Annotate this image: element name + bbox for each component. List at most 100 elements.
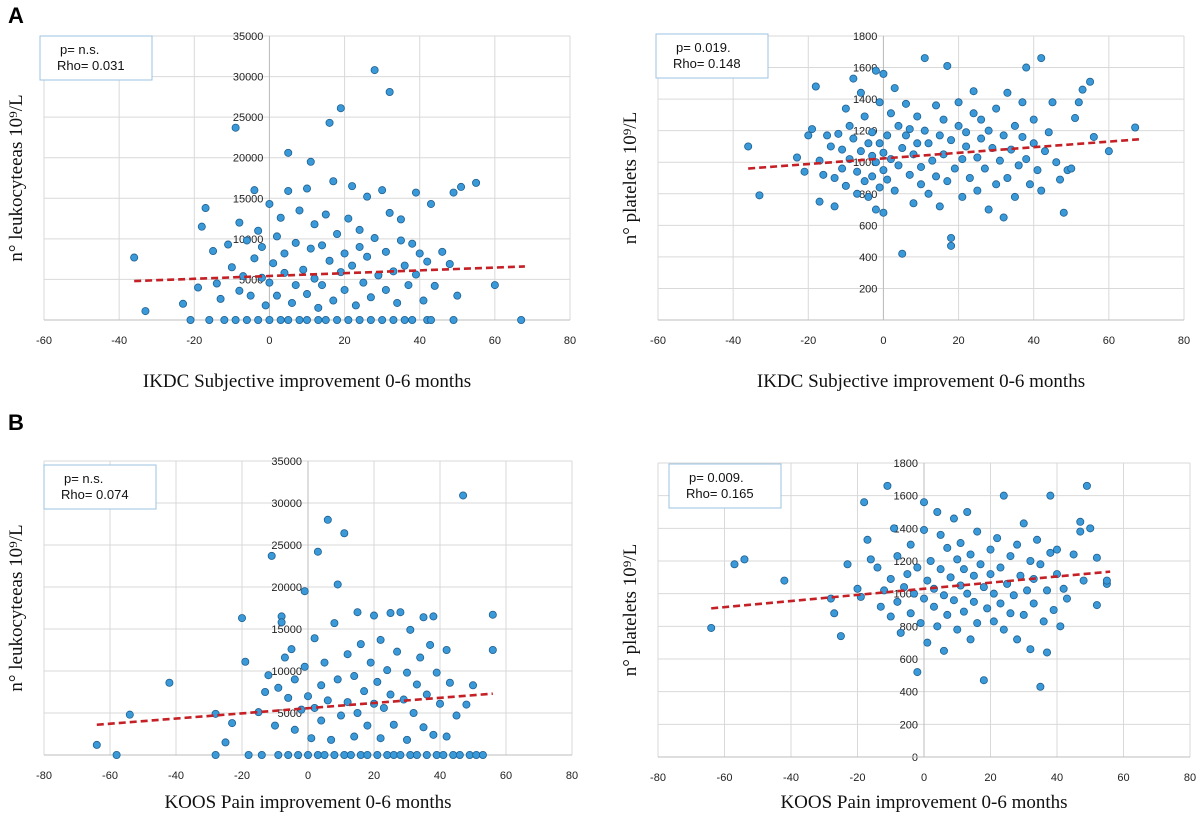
data-point (841, 181, 850, 190)
data-point (280, 653, 289, 662)
data-point (373, 751, 382, 760)
data-point (920, 54, 929, 63)
data-point (879, 148, 888, 157)
data-point (1026, 557, 1035, 566)
data-point (449, 188, 458, 197)
data-point (744, 142, 753, 151)
data-point (287, 298, 296, 307)
data-point (432, 668, 441, 677)
data-point (1043, 586, 1052, 595)
data-point (370, 66, 379, 75)
y-axis-title: n° platelets 10⁹/L (620, 112, 641, 244)
data-point (227, 263, 236, 272)
data-point (819, 170, 828, 179)
data-point (856, 147, 865, 156)
data-point (429, 612, 438, 621)
x-tick-label: -20 (186, 335, 202, 347)
data-point (1039, 617, 1048, 626)
data-point (426, 199, 435, 208)
data-point (400, 261, 409, 270)
y-axis-title: n° leukocyteeas 10⁹/L (6, 94, 27, 261)
x-tick-label: 0 (266, 335, 272, 347)
data-point (1092, 553, 1101, 562)
data-point (793, 153, 802, 162)
data-point (228, 719, 237, 728)
data-point (313, 547, 322, 556)
data-point (1019, 610, 1028, 619)
data-point (284, 315, 293, 324)
scatter-chart-4: -80 -60 -40 -20 0 20 40 60 800200400600800100012… (620, 458, 1196, 813)
data-point (826, 142, 835, 151)
data-point (950, 164, 959, 173)
x-axis-title: IKDC Subjective improvement 0-6 months (143, 371, 471, 392)
data-point (890, 524, 899, 533)
data-point (272, 232, 281, 241)
data-point (472, 178, 481, 187)
data-point (1040, 147, 1049, 156)
data-point (1013, 635, 1022, 644)
panel-letter-a: A (8, 3, 24, 28)
data-point (350, 732, 359, 741)
data-point (455, 751, 464, 760)
y-tick-label: 1800 (894, 458, 918, 470)
data-point (875, 139, 884, 148)
data-point (1059, 584, 1068, 593)
data-point (363, 751, 372, 760)
data-point (936, 565, 945, 574)
data-point (849, 74, 858, 83)
data-point (321, 210, 330, 219)
rho-value-text: Rho= 0.165 (686, 486, 754, 501)
data-point (284, 751, 293, 760)
data-point (389, 751, 398, 760)
data-point (231, 123, 240, 132)
data-point (254, 315, 263, 324)
data-point (1036, 560, 1045, 569)
data-point (277, 618, 286, 627)
data-point (438, 247, 447, 256)
data-point (920, 525, 929, 534)
y-tick-label: 200 (859, 283, 877, 295)
data-point (1082, 481, 1091, 490)
data-point (346, 751, 355, 760)
x-tick-label: 60 (1117, 772, 1129, 784)
data-point (242, 236, 251, 245)
data-point (932, 101, 941, 110)
data-point (875, 183, 884, 192)
data-point (928, 156, 937, 165)
p-value-text: p= n.s. (64, 471, 103, 486)
data-point (989, 617, 998, 626)
data-point (939, 591, 948, 600)
data-point (250, 254, 259, 263)
x-tick-label: -60 (102, 770, 118, 782)
data-point (1018, 98, 1027, 107)
data-point (989, 589, 998, 598)
data-point (295, 315, 304, 324)
data-point (426, 640, 435, 649)
y-tick-label: 30000 (233, 72, 264, 84)
annotation-box (43, 464, 157, 510)
data-point (898, 249, 907, 258)
x-tick-label: -20 (234, 770, 250, 782)
data-point (241, 657, 250, 666)
x-tick-label: 60 (489, 335, 501, 347)
data-point (905, 125, 914, 134)
data-point (730, 560, 739, 569)
data-point (1086, 524, 1095, 533)
data-point (488, 646, 497, 655)
data-point (429, 730, 438, 739)
data-point (932, 172, 941, 181)
data-point (962, 142, 971, 151)
data-point (863, 535, 872, 544)
x-tick-label: 60 (1103, 335, 1115, 347)
data-point (306, 244, 315, 253)
data-point (1056, 622, 1065, 631)
data-point (993, 534, 1002, 543)
data-point (823, 131, 832, 140)
data-point (936, 530, 945, 539)
x-tick-label: 80 (564, 335, 576, 347)
x-tick-label: -60 (650, 335, 666, 347)
data-point (422, 751, 431, 760)
data-point (811, 82, 820, 91)
data-point (1059, 208, 1068, 217)
data-point (386, 609, 395, 618)
